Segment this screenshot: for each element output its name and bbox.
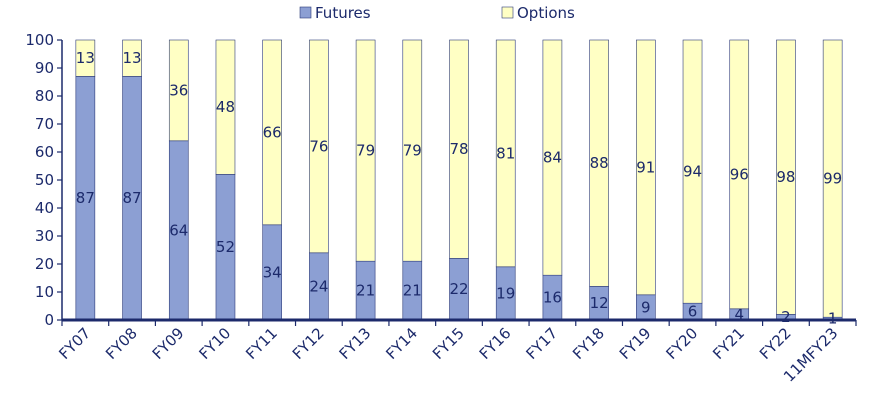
y-tick-label: 10 [35,283,54,301]
data-label-options-fy11: 66 [263,123,282,141]
legend-swatch-options [501,6,514,19]
data-label-futures-fy22: 2 [781,308,791,326]
legend-label-futures: Futures [315,4,371,22]
data-label-options-fy20: 94 [683,163,702,181]
bar-options-fy13 [355,39,376,262]
data-label-options-fy15: 78 [449,140,468,158]
data-label-options-fy16: 81 [496,144,515,162]
bar-options-fy09 [168,39,189,142]
data-label-options-fy14: 79 [403,142,422,160]
data-label-options-fy12: 76 [309,137,328,155]
x-tick-label-fy19: FY19 [616,324,655,363]
y-tick-label: 90 [35,59,54,77]
data-label-futures-fy13: 21 [356,282,375,300]
data-label-options-fy07: 13 [76,49,95,67]
bar-options-fy17 [542,39,563,276]
y-tick-label: 30 [35,227,54,245]
data-label-options-fy10: 48 [216,98,235,116]
bar-options-fy20 [682,39,703,304]
bar-options-fy11 [262,39,282,226]
data-label-futures-fy10: 52 [216,238,235,256]
bar-options-fy16 [495,39,516,268]
data-label-futures-fy07: 87 [76,189,95,207]
data-labels: 8713871364365248346624762179217922781981… [76,49,842,327]
data-label-futures-fy20: 6 [688,303,698,321]
y-tick-label: 100 [25,31,54,49]
y-tick-label: 70 [35,115,54,133]
y-axis: 0 10 20 30 40 50 60 70 80 90 100 [25,31,63,329]
x-tick-label-fy17: FY17 [522,324,561,363]
bar-options-fy08 [122,39,142,77]
y-tick-label: 20 [35,255,54,273]
x-tick-label-fy20: FY20 [663,324,702,363]
data-label-options-fy17: 84 [543,149,562,167]
data-label-options-fy18: 88 [590,154,609,172]
bar-options-fy22 [776,39,796,315]
y-tick-label: 50 [35,171,54,189]
x-tick-label-fy15: FY15 [429,324,468,363]
bars [75,39,843,321]
data-label-options-fy09: 36 [169,81,188,99]
data-label-futures-fy19: 9 [641,298,651,316]
data-label-futures-fy14: 21 [403,282,422,300]
bar-options-fy07 [75,39,96,77]
bar-options-fy12 [309,39,329,254]
x-tick-label-fy14: FY14 [382,324,421,363]
x-tick-label-fy13: FY13 [336,324,375,363]
legend: Futures Options [299,4,575,22]
data-label-futures-fy11: 34 [263,263,282,281]
bar-options-fy19 [636,39,656,296]
bar-options-fy15 [449,39,469,259]
x-axis: FY07 FY08 FY09 FY10 FY11 FY12 FY13 FY14 FY15 FY16… [55,318,857,386]
x-tick-label-fy18: FY18 [569,324,608,363]
data-label-futures-fy09: 64 [169,221,188,239]
y-tick-label: 40 [35,199,54,217]
x-tick-label-fy16: FY16 [476,324,515,363]
bar-options-fy14 [402,39,423,262]
data-label-options-fy22: 98 [776,168,795,186]
x-tick-label-fy12: FY12 [289,324,328,363]
x-tick-label-fy07: FY07 [55,324,94,363]
data-label-options-fy19: 91 [636,158,655,176]
data-label-futures-fy15: 22 [449,280,468,298]
data-label-options-fy08: 13 [123,49,142,67]
data-label-futures-fy16: 19 [496,284,515,302]
x-tick-label-fy09: FY09 [149,324,188,363]
bar-options-11mfy23 [822,39,843,318]
data-label-options-11mfy23: 99 [823,170,842,188]
bar-options-fy21 [729,39,750,310]
x-tick-label-fy11: FY11 [242,324,281,363]
data-label-futures-fy17: 16 [543,289,562,307]
bar-options-fy18 [589,39,609,287]
x-tick-label-fy22: FY22 [756,324,795,363]
data-label-futures-fy18: 12 [590,294,609,312]
y-tick-label: 80 [35,87,54,105]
data-label-futures-fy21: 4 [734,305,744,323]
legend-label-options: Options [517,4,575,22]
x-tick-label-fy21: FY21 [709,324,748,363]
x-tick-label-fy08: FY08 [102,324,141,363]
legend-swatch-futures [299,6,312,19]
data-label-futures-fy12: 24 [309,277,328,295]
data-label-options-fy21: 96 [730,165,749,183]
y-tick-label: 60 [35,143,54,161]
y-tick-label: 0 [44,311,54,329]
data-label-futures-fy08: 87 [123,189,142,207]
data-label-options-fy13: 79 [356,142,375,160]
bar-options-fy10 [215,39,236,175]
x-tick-label-fy10: FY10 [195,324,234,363]
